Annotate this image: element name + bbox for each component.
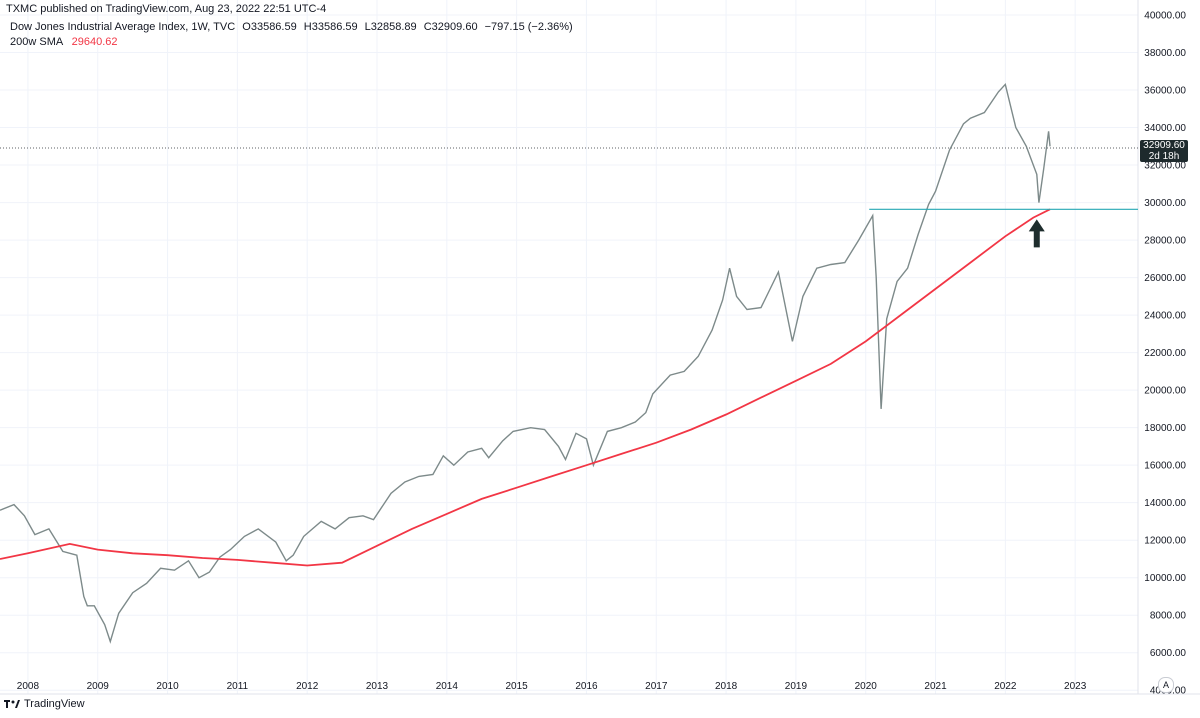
x-tick-label: 2023 — [1064, 681, 1087, 692]
x-tick-label: 2017 — [645, 681, 668, 692]
symbol-legend[interactable]: Dow Jones Industrial Average Index, 1W, … — [10, 21, 573, 33]
y-tick-label: 20000.00 — [1144, 386, 1186, 397]
price-axis: 40000.00 38000.00 36000.00 34000.00 32000.00… — [1144, 11, 1186, 697]
y-tick-label: 18000.00 — [1144, 423, 1186, 434]
grid — [0, 0, 1138, 694]
y-tick-label: 12000.00 — [1144, 536, 1186, 547]
sma-legend[interactable]: 200w SMA 29640.62 — [10, 36, 118, 48]
y-tick-label: 26000.00 — [1144, 273, 1186, 284]
sma-value: 29640.62 — [71, 36, 118, 48]
x-tick-label: 2012 — [296, 681, 319, 692]
last-price-tag: 32909.60 2d 18h — [1140, 139, 1188, 162]
legend-open: O33586.59 — [242, 21, 297, 33]
symbol-name: Dow Jones Industrial Average Index, 1W, … — [10, 21, 236, 33]
footer-brand[interactable]: TradingView — [4, 698, 85, 710]
legend-low: L32858.89 — [364, 21, 417, 33]
y-tick-label: 30000.00 — [1144, 198, 1186, 209]
y-tick-label: 16000.00 — [1144, 461, 1186, 472]
x-tick-label: 2010 — [156, 681, 179, 692]
footer-brand-label: TradingView — [24, 698, 85, 710]
y-tick-label: 10000.00 — [1144, 573, 1186, 584]
y-tick-label: 14000.00 — [1144, 498, 1186, 509]
y-tick-label: 8000.00 — [1150, 611, 1187, 622]
legend-high: H33586.59 — [303, 21, 358, 33]
publisher-header: TXMC published on TradingView.com, Aug 2… — [6, 3, 327, 15]
last-price-value: 32909.60 — [1143, 139, 1185, 151]
auto-scale-button[interactable]: A — [1158, 677, 1174, 693]
y-tick-label: 6000.00 — [1150, 648, 1187, 659]
sma-label: 200w SMA — [10, 36, 63, 48]
bar-countdown: 2d 18h — [1148, 150, 1180, 162]
x-tick-label: 2011 — [227, 681, 249, 692]
tradingview-logo-icon — [4, 700, 20, 708]
y-tick-label: 38000.00 — [1144, 48, 1186, 59]
time-axis: 2008 2009 2010 2011 2012 2013 2014 2015 2016 2017… — [17, 681, 1087, 692]
x-tick-label: 2018 — [715, 681, 738, 692]
x-tick-label: 2015 — [506, 681, 529, 692]
x-tick-label: 2014 — [436, 681, 459, 692]
x-tick-label: 2008 — [17, 681, 40, 692]
x-tick-label: 2019 — [785, 681, 808, 692]
price-series-line — [0, 82, 1051, 644]
y-tick-label: 22000.00 — [1144, 348, 1186, 359]
sma-series-line — [0, 208, 1051, 567]
x-tick-label: 2021 — [924, 681, 947, 692]
x-tick-label: 2009 — [87, 681, 110, 692]
legend-close: C32909.60 — [423, 21, 478, 33]
y-tick-label: 40000.00 — [1144, 11, 1186, 22]
y-tick-label: 28000.00 — [1144, 236, 1186, 247]
y-tick-label: 36000.00 — [1144, 86, 1186, 97]
x-tick-label: 2022 — [994, 681, 1017, 692]
x-tick-label: 2016 — [575, 681, 598, 692]
x-tick-label: 2020 — [855, 681, 878, 692]
x-tick-label: 2013 — [366, 681, 389, 692]
y-tick-label: 24000.00 — [1144, 311, 1186, 322]
up-arrow-annotation — [1028, 219, 1045, 248]
y-tick-label: 34000.00 — [1144, 123, 1186, 134]
legend-change: −797.15 (−2.36%) — [484, 21, 573, 33]
y-tick-label: 32000.00 — [1144, 161, 1186, 172]
